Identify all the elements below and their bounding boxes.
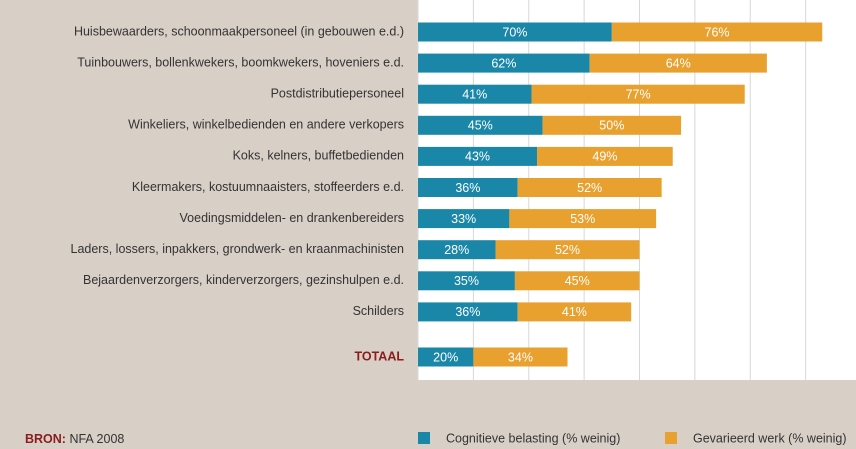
value-label: 20%	[433, 350, 458, 364]
value-label: 41%	[562, 305, 587, 319]
source: BRON: NFA 2008	[25, 432, 124, 446]
y-tick-label: Tuinbouwers, bollenkwekers, boomkwekers,…	[77, 55, 404, 69]
bar	[418, 84, 532, 104]
value-label: 33%	[451, 212, 476, 226]
value-label: 35%	[454, 274, 479, 288]
bar	[418, 146, 538, 166]
value-label: 70%	[502, 25, 527, 39]
value-label: 77%	[626, 87, 651, 101]
value-label: 50%	[599, 119, 624, 133]
legend-swatch	[418, 432, 430, 444]
legend-swatch	[665, 432, 677, 444]
bar	[589, 53, 767, 73]
y-tick-label: Kleermakers, kostuumnaaisters, stoffeerd…	[132, 180, 404, 194]
source-text: NFA 2008	[69, 432, 124, 446]
y-tick-label: Schilders	[353, 304, 404, 318]
y-tick-label: Postdistributiepersoneel	[271, 86, 404, 100]
bar	[517, 302, 632, 322]
value-label: 36%	[455, 181, 480, 195]
value-label: 34%	[508, 350, 533, 364]
value-label: 36%	[455, 305, 480, 319]
y-tick-label: Winkeliers, winkelbedienden en andere ve…	[128, 118, 404, 132]
value-label: 64%	[666, 56, 691, 70]
bar	[542, 115, 682, 135]
source-label: BRON:	[25, 432, 66, 446]
bar	[531, 84, 745, 104]
value-label: 41%	[462, 87, 487, 101]
value-label: 45%	[565, 274, 590, 288]
y-tick-label: Koks, kelners, buffetbedienden	[233, 149, 404, 163]
y-tick-label: TOTAAL	[354, 349, 404, 363]
value-label: 62%	[491, 56, 516, 70]
bar	[418, 178, 518, 197]
bar	[418, 53, 590, 73]
bar	[418, 22, 612, 42]
value-label: 52%	[555, 243, 580, 257]
legend-label: Gevarieerd werk (% weinig)	[693, 431, 847, 445]
legend-label: Cognitieve belasting (% weinig)	[446, 431, 620, 445]
bar	[517, 178, 662, 197]
bar	[509, 209, 657, 229]
value-label: 76%	[705, 25, 730, 39]
y-tick-label: Voedingsmiddelen- en drankenbereiders	[180, 211, 404, 225]
bar	[611, 22, 823, 42]
value-label: 52%	[577, 181, 602, 195]
bar	[418, 347, 474, 367]
bar	[537, 146, 673, 166]
bar	[495, 240, 640, 260]
y-tick-label: Laders, lossers, inpakkers, grondwerk- e…	[71, 242, 405, 256]
value-label: 49%	[592, 150, 617, 164]
bar	[418, 115, 543, 135]
y-tick-label: Bejaardenverzorgers, kinderverzorgers, g…	[83, 273, 404, 287]
bar	[418, 302, 518, 322]
bar	[418, 271, 515, 291]
bar	[418, 209, 510, 229]
y-tick-label: Huisbewaarders, schoonmaakpersoneel (in …	[74, 24, 404, 38]
value-label: 28%	[444, 243, 469, 257]
value-label: 45%	[468, 119, 493, 133]
bar	[473, 347, 568, 367]
bar	[418, 240, 496, 260]
bar	[514, 271, 640, 291]
value-label: 53%	[570, 212, 595, 226]
value-label: 43%	[465, 150, 490, 164]
